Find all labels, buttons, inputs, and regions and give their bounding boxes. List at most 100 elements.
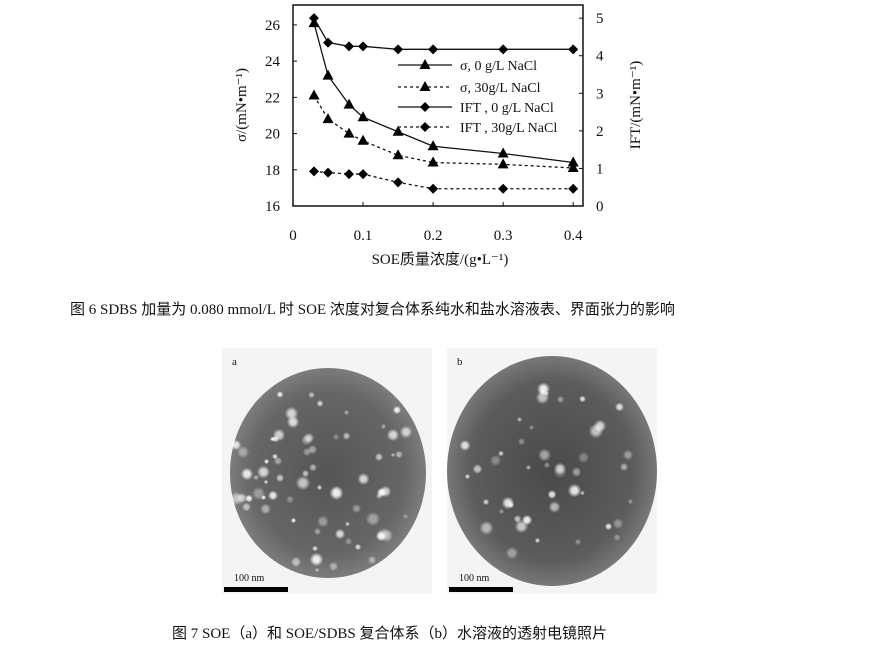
particle [578, 395, 586, 403]
series-1 [308, 89, 579, 172]
particle [291, 557, 302, 568]
particle [613, 534, 621, 541]
particle [260, 503, 271, 515]
particle [580, 490, 586, 496]
particle [379, 486, 391, 498]
x-tick-label: 0.4 [564, 228, 583, 244]
particle [513, 515, 521, 523]
particle [521, 515, 532, 526]
particle [268, 491, 278, 501]
triangle-marker [497, 158, 509, 169]
x-axis-label: SOE质量浓度/(g•L⁻¹) [372, 251, 509, 268]
tem-image-b: b 100 nm [447, 348, 657, 594]
triangle-marker [419, 81, 431, 91]
particle [236, 493, 247, 504]
particle [276, 391, 283, 398]
particle [538, 448, 551, 462]
y-tick-label: 18 [265, 163, 280, 179]
particle [575, 539, 581, 546]
particle [553, 465, 567, 478]
particle [304, 433, 314, 443]
x-tick-label: 0.1 [354, 228, 373, 244]
particle [375, 531, 386, 542]
triangle-marker [567, 161, 579, 172]
y2-axis-label: IFT/(mN•m⁻¹) [628, 61, 644, 150]
diamond-marker [420, 122, 430, 132]
particle [380, 529, 394, 543]
particle [309, 464, 317, 472]
triangle-marker [357, 134, 369, 145]
particle [377, 527, 390, 541]
particle [231, 440, 242, 451]
particle [253, 474, 259, 481]
particle [400, 426, 412, 438]
particle [403, 514, 409, 520]
series-2 [309, 13, 579, 55]
particle [285, 495, 294, 504]
particle [464, 474, 471, 480]
particle [358, 473, 370, 485]
triangle-marker [322, 69, 334, 80]
particle [374, 453, 384, 462]
legend-item: σ, 0 g/L NaCl [398, 59, 537, 74]
particle [395, 450, 403, 459]
particle [622, 450, 633, 461]
particle [543, 461, 550, 468]
y2-tick-label: 2 [596, 124, 604, 140]
series-3 [309, 166, 579, 194]
particle [308, 391, 315, 399]
series-line [313, 22, 574, 164]
particle [604, 522, 612, 531]
triangle-marker [357, 111, 369, 122]
diamond-marker [393, 44, 404, 55]
particle [479, 521, 493, 535]
particle [329, 486, 344, 500]
particle [578, 451, 590, 463]
figure6-chart: 0 0.1 0.2 0.3 0.4 16 18 20 22 24 26 0 1 2 3 4 5 σ, 0 g/L… [234, 4, 644, 268]
particle [627, 498, 633, 505]
particle [263, 459, 269, 465]
particle [593, 419, 607, 432]
particle [483, 498, 490, 505]
particle [345, 521, 350, 526]
particle [301, 470, 309, 478]
particle [333, 434, 339, 441]
scale-bar [449, 587, 513, 592]
particle [314, 527, 322, 536]
y-tick-label: 26 [265, 18, 281, 34]
triangle-marker [427, 156, 439, 167]
particle [498, 508, 505, 515]
particle [612, 518, 624, 530]
diamond-marker [323, 167, 334, 178]
particle [502, 496, 514, 509]
diamond-marker [393, 177, 404, 188]
triangle-marker [343, 127, 355, 138]
y-tick-label: 22 [265, 90, 280, 106]
particle [317, 485, 322, 490]
particle [498, 450, 504, 456]
figure6-caption: 图 6 SDBS 加量为 0.080 mmol/L 时 SOE 浓度对复合体系纯… [70, 302, 675, 318]
series-line [313, 17, 574, 50]
particle [516, 417, 522, 423]
particle [317, 515, 329, 528]
diamond-marker [420, 102, 430, 112]
legend-label: σ, 0 g/L NaCl [460, 59, 537, 74]
scale-bar-label: 100 nm [459, 573, 490, 584]
series-line [313, 170, 574, 190]
particle [245, 495, 253, 503]
legend-label: σ, 30g/L NaCl [460, 81, 541, 96]
particle [344, 410, 350, 415]
particle [285, 406, 299, 420]
particle [536, 391, 550, 405]
diamond-marker [498, 183, 509, 194]
plot-frame [292, 4, 584, 207]
particle [271, 453, 278, 460]
triangle-marker [419, 59, 431, 69]
particle [547, 489, 557, 499]
particle [393, 405, 401, 414]
triangle-marker [392, 125, 404, 136]
particle [312, 545, 318, 551]
triangle-marker [322, 113, 334, 124]
particle [557, 396, 565, 404]
